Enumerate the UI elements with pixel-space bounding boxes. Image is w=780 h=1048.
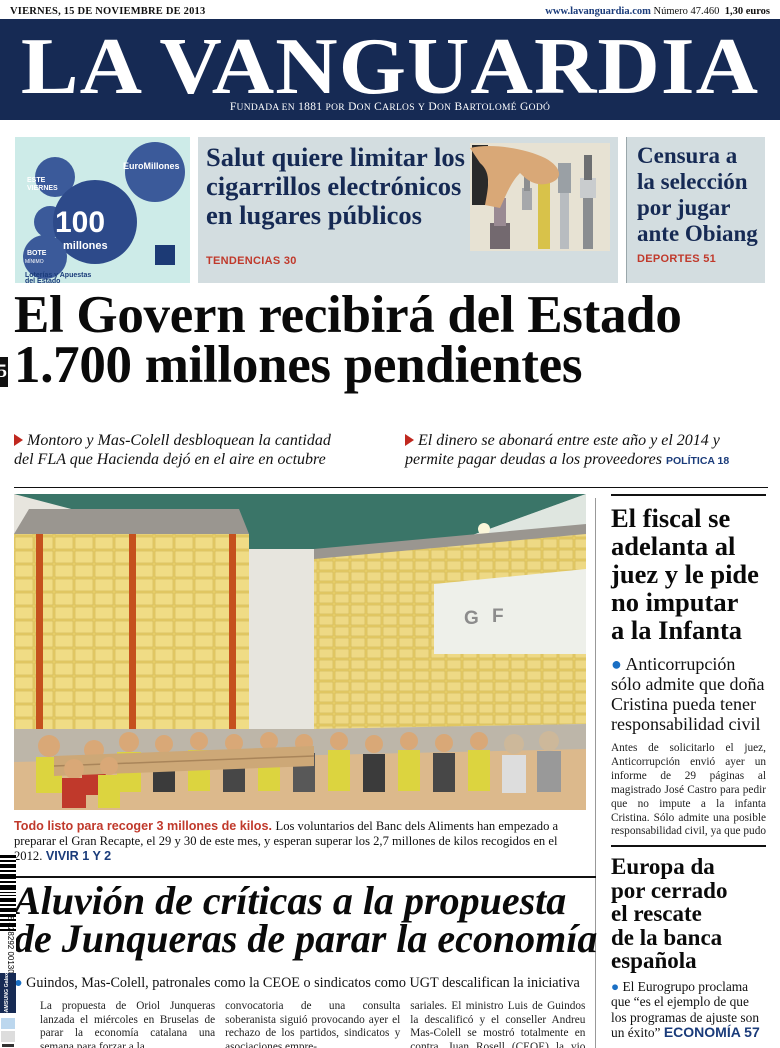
svg-text:SAMSUNG Galaxy: SAMSUNG Galaxy — [4, 970, 10, 1016]
svg-text:BOTE: BOTE — [27, 250, 47, 257]
svg-text:F: F — [492, 606, 504, 627]
svg-text:VIERNES: VIERNES — [27, 185, 58, 192]
svg-text:100: 100 — [55, 206, 105, 239]
svg-text:MÍNIMO: MÍNIMO — [25, 258, 44, 265]
svg-text:8 428292 001307: 8 428292 001307 — [6, 916, 15, 979]
svg-text:ESTE: ESTE — [27, 177, 46, 184]
svg-text:millones: millones — [63, 240, 108, 252]
svg-text:EuroMillones: EuroMillones — [123, 161, 180, 171]
svg-text:del Estado: del Estado — [25, 278, 60, 283]
svg-text:G: G — [464, 608, 479, 629]
